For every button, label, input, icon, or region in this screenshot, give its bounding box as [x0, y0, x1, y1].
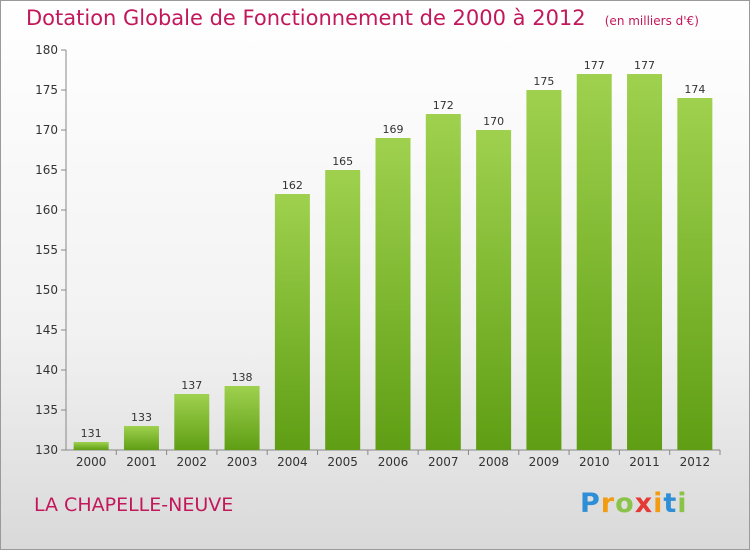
logo-letter: i: [653, 488, 664, 519]
y-tick-label: 160: [35, 203, 58, 217]
x-tick-label: 2009: [529, 455, 560, 469]
x-tick-label: 2005: [327, 455, 358, 469]
bar-value-label: 162: [282, 179, 303, 192]
bar: [224, 386, 260, 450]
bar-value-label: 175: [533, 75, 554, 88]
y-tick-label: 165: [35, 163, 58, 177]
bar-value-label: 131: [81, 427, 102, 440]
logo-letter: x: [634, 488, 654, 519]
title-row: Dotation Globale de Fonctionnement de 20…: [26, 6, 699, 30]
logo-letter: t: [663, 488, 678, 519]
bar: [375, 138, 411, 450]
bar: [576, 74, 612, 450]
x-tick-label: 2007: [428, 455, 459, 469]
bar-value-label: 169: [383, 123, 404, 136]
y-tick-label: 135: [35, 403, 58, 417]
bar-value-label: 133: [131, 411, 152, 424]
bar: [425, 114, 461, 450]
bar-value-label: 174: [684, 83, 705, 96]
bar-value-label: 165: [332, 155, 353, 168]
y-tick-label: 155: [35, 243, 58, 257]
chart-unit: (en milliers d'€): [604, 14, 699, 28]
x-tick-label: 2011: [629, 455, 660, 469]
y-tick-label: 150: [35, 283, 58, 297]
bar: [627, 74, 663, 450]
y-tick-label: 180: [35, 43, 58, 57]
x-tick-label: 2010: [579, 455, 610, 469]
logo-letter: P: [580, 488, 601, 519]
bar-value-label: 177: [584, 59, 605, 72]
bar: [123, 426, 159, 450]
bar: [274, 194, 310, 450]
bar: [73, 442, 109, 450]
x-tick-label: 2001: [126, 455, 157, 469]
x-tick-label: 2012: [680, 455, 711, 469]
x-tick-label: 2003: [227, 455, 258, 469]
proxiti-logo: Proxiti: [580, 488, 688, 519]
x-tick-label: 2004: [277, 455, 308, 469]
x-tick-label: 2002: [176, 455, 207, 469]
logo-letter: i: [677, 488, 688, 519]
bar-value-label: 177: [634, 59, 655, 72]
bar-value-label: 170: [483, 115, 504, 128]
bar: [677, 98, 713, 450]
y-tick-label: 175: [35, 83, 58, 97]
y-tick-label: 145: [35, 323, 58, 337]
logo-letter: o: [615, 488, 635, 519]
bar: [526, 90, 562, 450]
y-tick-label: 170: [35, 123, 58, 137]
x-tick-label: 2006: [378, 455, 409, 469]
chart-title: Dotation Globale de Fonctionnement de 20…: [26, 6, 586, 30]
commune-name: LA CHAPELLE-NEUVE: [34, 494, 234, 516]
bar: [325, 170, 361, 450]
logo-letter: r: [600, 488, 616, 519]
y-tick-label: 140: [35, 363, 58, 377]
bar-value-label: 172: [433, 99, 454, 112]
x-tick-label: 2000: [76, 455, 107, 469]
bar-value-label: 137: [181, 379, 202, 392]
y-tick-label: 130: [35, 443, 58, 457]
bar: [476, 130, 512, 450]
x-tick-label: 2008: [478, 455, 509, 469]
bar-value-label: 138: [232, 371, 253, 384]
bar: [174, 394, 210, 450]
